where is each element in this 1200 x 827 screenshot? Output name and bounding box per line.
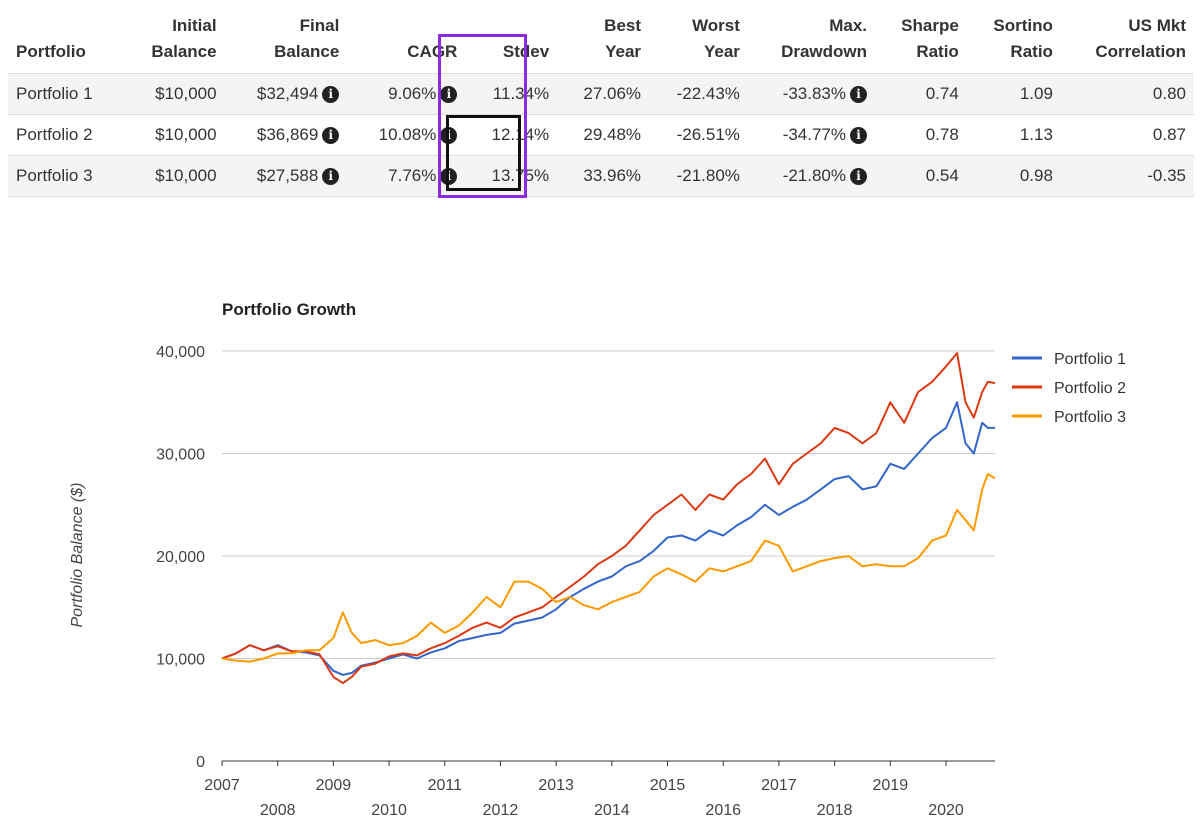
cell-final-balance: $32,494 i <box>224 73 348 115</box>
header-sortino-ratio: Sortino Ratio <box>993 16 1053 61</box>
y-tick-label: 20,000 <box>156 549 205 566</box>
x-tick-label: 2017 <box>761 777 797 794</box>
x-tick-label: 2009 <box>316 777 352 794</box>
cell-worst-year: -21.80% <box>649 155 748 197</box>
cell-us-mkt-corr: 0.80 <box>1060 73 1194 115</box>
cell-initial-balance: $10,000 <box>123 73 225 115</box>
portfolio-growth-chart: Portfolio Growth 0 10,000 20,000 30,000 40,0… <box>69 300 1126 819</box>
x-tick-label: 2016 <box>705 802 741 819</box>
cell-best-year: 33.96% <box>557 155 650 197</box>
cell-stdev: 12.14% <box>465 114 558 156</box>
cell-max-drawdown: -34.77% i <box>747 114 876 156</box>
info-circle-icon[interactable]: i <box>440 86 458 103</box>
header-portfolio: Portfolio <box>16 42 86 61</box>
cell-sharpe: 0.78 <box>875 114 967 156</box>
y-axis-label: Portfolio Balance ($) <box>69 483 86 628</box>
cell-cagr: 10.08% i <box>347 114 466 156</box>
x-tick-label: 2010 <box>371 802 407 819</box>
cell-max-drawdown: -33.83% i <box>747 73 876 115</box>
series-line-portfolio-1 <box>221 401 995 676</box>
x-tick-label: 2008 <box>260 802 296 819</box>
gridlines <box>222 350 995 762</box>
cell-sortino: 0.98 <box>966 155 1061 197</box>
portfolio-stats-table: Portfolio Initial Balance Final Balance CA… <box>8 6 1194 197</box>
info-circle-icon[interactable]: i <box>322 127 340 144</box>
x-tick-label: 2019 <box>873 777 909 794</box>
cell-sortino: 1.09 <box>966 73 1061 115</box>
cell-us-mkt-corr: 0.87 <box>1060 114 1194 156</box>
table-header: Portfolio Initial Balance Final Balance CA… <box>8 6 1194 74</box>
x-tick-label: 2020 <box>928 802 964 819</box>
cell-us-mkt-corr: -0.35 <box>1060 155 1194 197</box>
cell-initial-balance: $10,000 <box>123 155 225 197</box>
cell-initial-balance: $10,000 <box>123 114 225 156</box>
cell-portfolio: Portfolio 3 <box>8 155 124 197</box>
x-tick-label: 2011 <box>428 777 463 794</box>
cell-final-balance: $36,869 i <box>224 114 348 156</box>
header-us-mkt-correlation: US Mkt Correlation <box>1095 16 1186 61</box>
cell-best-year: 29.48% <box>557 114 650 156</box>
series-line-portfolio-2 <box>221 352 996 685</box>
header-row: Portfolio Initial Balance Final Balance CA… <box>8 6 1194 74</box>
header-stdev: Stdev <box>502 42 550 61</box>
x-tick-label: 2014 <box>594 802 630 819</box>
header-cagr: CAGR <box>407 42 458 61</box>
cell-sharpe: 0.54 <box>875 155 967 197</box>
cell-worst-year: -22.43% <box>649 73 748 115</box>
x-tick-label: 2018 <box>817 802 853 819</box>
info-circle-icon[interactable]: i <box>322 168 340 185</box>
header-worst-year: Worst Year <box>692 16 740 61</box>
cell-cagr: 7.76% i <box>347 155 466 197</box>
x-tick-label: 2007 <box>204 777 240 794</box>
cell-final-balance: $27,588 i <box>224 155 348 197</box>
legend-label: Portfolio 1 <box>1054 351 1126 368</box>
chart-title: Portfolio Growth <box>222 300 356 319</box>
x-tick-label: 2012 <box>483 802 519 819</box>
cell-sortino: 1.13 <box>966 114 1061 156</box>
table-row: Portfolio 2 $10,000 $36,869 i 10.08% i 12.… <box>8 114 1194 156</box>
y-tick-label: 30,000 <box>156 447 205 464</box>
info-circle-icon[interactable]: i <box>850 86 868 103</box>
table-row: Portfolio 1 $10,000 $32,494 i 9.06% i 11.3… <box>8 73 1194 115</box>
cell-worst-year: -26.51% <box>649 114 748 156</box>
legend-label: Portfolio 3 <box>1054 409 1126 426</box>
info-circle-icon[interactable]: i <box>322 86 340 103</box>
axes: 0 10,000 20,000 30,000 40,000 2007 2008 2009 201… <box>156 344 964 819</box>
header-best-year: Best Year <box>604 16 642 61</box>
info-circle-icon[interactable]: i <box>440 127 458 144</box>
series-line-portfolio-3 <box>221 473 996 663</box>
info-circle-icon[interactable]: i <box>850 168 868 185</box>
y-tick-label: 40,000 <box>156 344 205 361</box>
x-tick-label: 2013 <box>538 777 574 794</box>
info-circle-icon[interactable]: i <box>440 168 458 185</box>
cell-cagr: 9.06% i <box>347 73 466 115</box>
header-final-balance: Final Balance <box>274 16 340 61</box>
cell-stdev: 13.75% <box>465 155 558 197</box>
cell-portfolio: Portfolio 2 <box>8 114 124 156</box>
x-tick-label: 2015 <box>650 777 686 794</box>
info-circle-icon[interactable]: i <box>850 127 868 144</box>
series-lines <box>221 352 996 685</box>
cell-stdev: 11.34% <box>465 73 558 115</box>
header-sharpe-ratio: Sharpe Ratio <box>901 16 959 61</box>
cell-max-drawdown: -21.80% i <box>747 155 876 197</box>
cell-sharpe: 0.74 <box>875 73 967 115</box>
legend: Portfolio 1 Portfolio 2 Portfolio 3 <box>1012 351 1126 426</box>
cell-best-year: 27.06% <box>557 73 650 115</box>
legend-label: Portfolio 2 <box>1054 380 1126 397</box>
y-tick-label: 10,000 <box>156 652 205 669</box>
header-initial-balance: Initial Balance <box>151 16 217 61</box>
table-row: Portfolio 3 $10,000 $27,588 i 7.76% i 13.7… <box>8 155 1194 197</box>
header-max-drawdown: Max. Drawdown <box>781 16 868 61</box>
cell-portfolio: Portfolio 1 <box>8 73 124 115</box>
y-tick-label: 0 <box>196 754 205 771</box>
